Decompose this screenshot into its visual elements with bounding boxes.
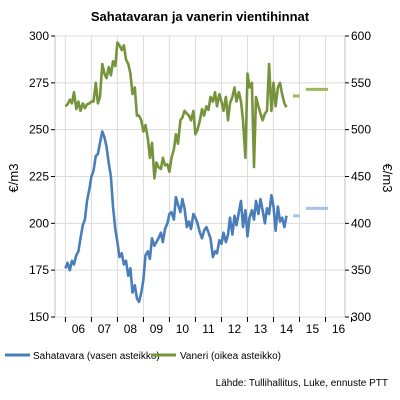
- y-tick-left-label: 175: [29, 263, 49, 277]
- y-tick-right-label: 300: [351, 310, 371, 324]
- x-tick-label: 15: [306, 322, 320, 336]
- x-tick-label: 13: [254, 322, 268, 336]
- x-tick-label: 11: [202, 322, 215, 336]
- x-tick-label: 08: [124, 322, 138, 336]
- x-tick-label: 07: [98, 322, 112, 336]
- x-tick-label: 12: [228, 322, 242, 336]
- y-tick-left-label: 300: [29, 29, 49, 43]
- y-tick-left-label: 200: [29, 216, 49, 230]
- y-tick-left-label: 250: [29, 123, 49, 137]
- legend-label-sahatavara: Sahatavara (vasen asteikko): [33, 351, 160, 362]
- y-tick-right-label: 450: [351, 170, 371, 184]
- y-tick-right-label: 500: [351, 123, 371, 137]
- y-axis-left: 300 275 250 225 200 175 150: [29, 29, 55, 324]
- chart-title: Sahatavaran ja vanerin vientihinnat: [91, 9, 310, 24]
- series-line-sahatavara: [64, 130, 288, 304]
- y-tick-left-label: 150: [29, 310, 49, 324]
- x-tick-label: 14: [280, 322, 294, 336]
- x-axis: 06 07 08 09 10 11 12 13 14 15 16: [64, 317, 353, 336]
- x-tick-label: 09: [150, 322, 164, 336]
- series-layer: [64, 41, 329, 304]
- legend: Sahatavara (vasen asteikko) Vaneri (oike…: [5, 351, 281, 362]
- source-note: Lähde: Tullihallitus, Luke, ennuste PTT: [216, 378, 388, 389]
- y-tick-right-label: 400: [351, 216, 371, 230]
- y-axis-left-label: €/m3: [6, 164, 21, 193]
- y-tick-left-label: 225: [29, 170, 49, 184]
- series-line-vaneri: [64, 41, 288, 180]
- legend-label-vaneri: Vaneri (oikea asteikko): [180, 351, 281, 362]
- x-tick-label: 10: [176, 322, 190, 336]
- x-tick-label: 16: [332, 322, 346, 336]
- y-tick-right-label: 600: [351, 29, 371, 43]
- y-tick-left-label: 275: [29, 76, 49, 90]
- y-tick-right-label: 350: [351, 263, 371, 277]
- y-axis-right-label: €/m3: [380, 164, 395, 193]
- y-axis-right: 600 550 500 450 400 350 300: [345, 29, 371, 324]
- y-tick-right-label: 550: [351, 76, 371, 90]
- x-tick-label: 06: [72, 322, 86, 336]
